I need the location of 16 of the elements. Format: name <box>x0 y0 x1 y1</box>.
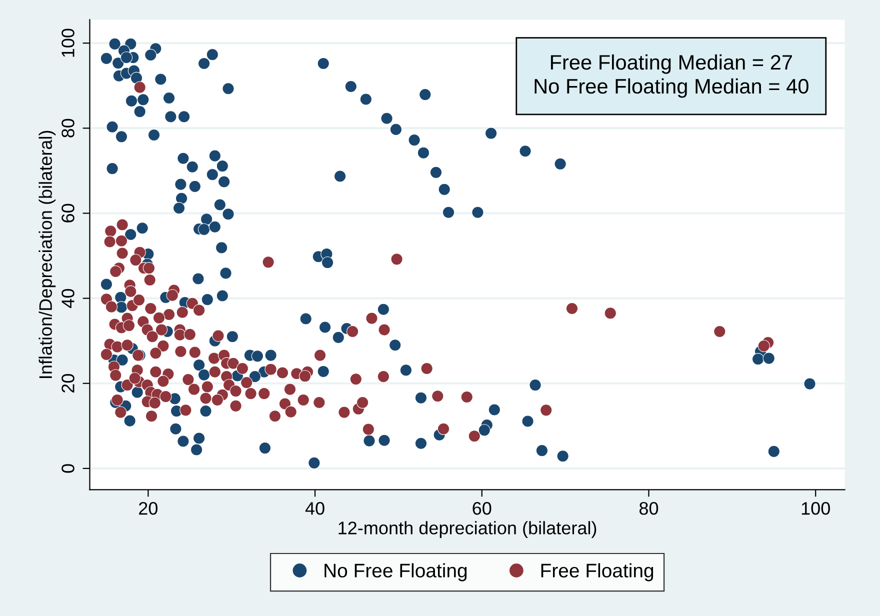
y-tick-label: 100 <box>62 28 74 57</box>
legend-label: Free Floating <box>541 563 654 582</box>
y-tick-label: 40 <box>62 288 74 308</box>
x-tick-label: 60 <box>472 502 492 515</box>
y-tick-label: 0 <box>62 464 74 473</box>
legend-label: No Free Floating <box>324 563 467 582</box>
x-tick-label: 80 <box>639 502 658 515</box>
x-axis-title: 12-month depreciation (bilateral) <box>338 521 596 538</box>
x-tick-label: 100 <box>802 502 830 515</box>
annotation: Free Floating Median = 27 No Free Floating Median = 40 <box>534 54 808 98</box>
x-tick-label: 40 <box>305 502 324 515</box>
y-tick-label: 60 <box>62 204 74 222</box>
x-tick-label: 20 <box>139 502 158 515</box>
y-tick-label: 80 <box>62 118 74 138</box>
y-axis-title: Inflation/Depreciation (bilateral) <box>38 130 56 378</box>
y-tick-label: 20 <box>62 374 74 393</box>
